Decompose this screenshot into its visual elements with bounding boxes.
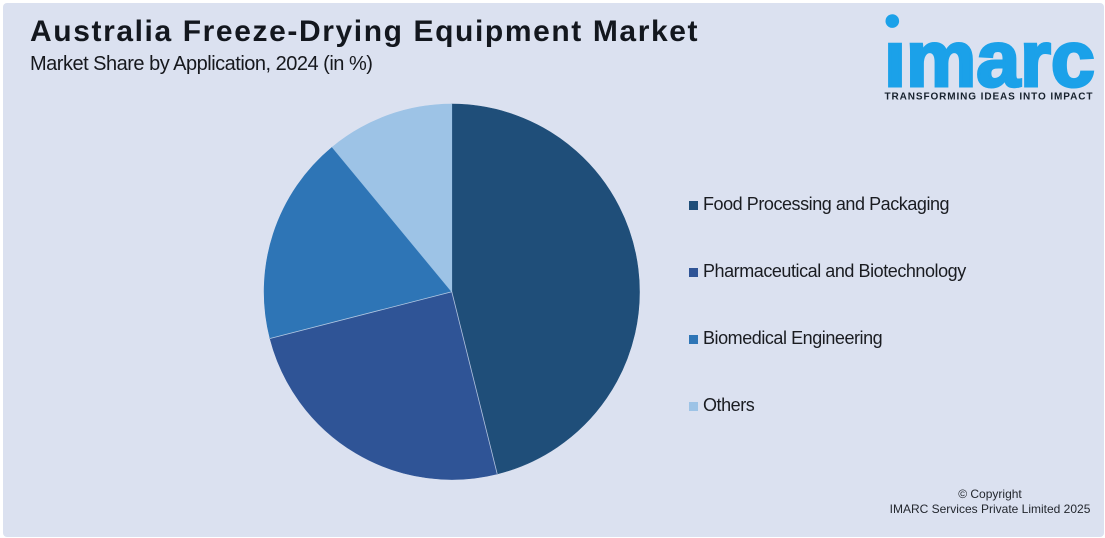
svg-text:ımarc: ımarc — [884, 14, 1095, 103]
svg-text:TRANSFORMING IDEAS INTO IMPACT: TRANSFORMING IDEAS INTO IMPACT — [885, 92, 1094, 103]
